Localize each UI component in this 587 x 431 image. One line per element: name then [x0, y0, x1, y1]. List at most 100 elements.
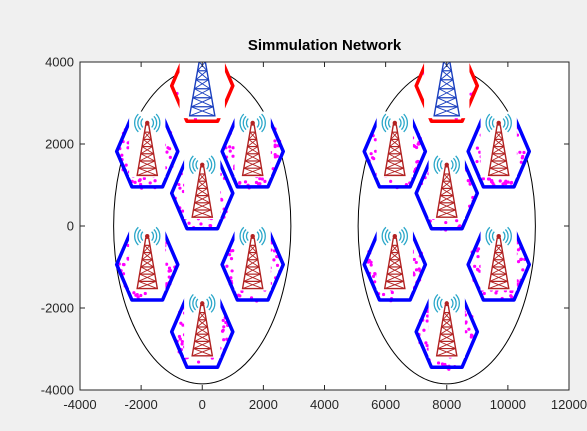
user-point	[135, 292, 139, 297]
tower-brace	[199, 173, 207, 182]
tower-brace	[433, 106, 458, 117]
tower-brace	[242, 167, 262, 176]
tower-brace	[436, 209, 456, 218]
tower-frame	[383, 124, 406, 177]
tower-antenna	[200, 162, 205, 167]
user-point	[519, 160, 523, 164]
signal-wave	[210, 294, 216, 313]
user-point	[373, 149, 378, 153]
user-point	[258, 177, 262, 181]
x-tick-label: -2000	[125, 397, 158, 412]
user-point	[417, 267, 421, 271]
tower-brace	[488, 280, 508, 289]
tower-brace	[437, 97, 458, 108]
user-point	[260, 177, 264, 181]
user-point	[369, 260, 373, 264]
signal-wave	[504, 115, 509, 131]
x-tick-label: 0	[199, 397, 206, 412]
tower-brace	[436, 348, 456, 357]
user-point	[476, 254, 480, 259]
user-point	[273, 153, 277, 157]
tower-frame	[191, 304, 214, 357]
signal-wave	[245, 118, 249, 128]
signal-wave	[388, 118, 391, 128]
user-point	[424, 341, 428, 345]
tower-brace	[194, 79, 209, 90]
tower-brace	[143, 252, 153, 261]
tower-brace	[390, 252, 401, 261]
tower-frame	[188, 62, 216, 117]
tower-frame	[435, 166, 458, 218]
user-point	[167, 266, 172, 270]
tower-brace	[441, 70, 454, 81]
signal-wave	[206, 298, 210, 309]
signal-wave	[189, 294, 194, 313]
tower-brace	[490, 160, 508, 169]
tower-brace	[142, 245, 151, 253]
user-point	[231, 249, 235, 253]
user-point	[425, 314, 430, 318]
signal-wave	[381, 226, 387, 246]
y-tick-label: 2000	[45, 137, 74, 152]
user-point	[187, 221, 191, 225]
signal-wave	[502, 118, 506, 128]
tower-brace	[140, 146, 153, 155]
signal-wave	[242, 229, 247, 244]
user-point	[440, 362, 445, 366]
tower-brace	[136, 167, 157, 176]
user-point	[122, 262, 126, 267]
tower-brace	[435, 97, 457, 108]
tower-brace	[438, 202, 456, 211]
user-point	[481, 177, 486, 181]
user-point	[148, 181, 152, 185]
tower-antenna	[250, 120, 255, 126]
signal-wave	[239, 113, 245, 133]
user-point	[168, 155, 172, 159]
user-point	[504, 182, 508, 186]
signal-wave	[208, 296, 213, 311]
tower-brace	[442, 173, 450, 182]
user-point	[412, 257, 416, 262]
signal-wave	[491, 231, 495, 241]
signal-wave	[455, 155, 460, 175]
tower-brace	[492, 259, 505, 268]
user-point	[482, 291, 486, 296]
user-point	[272, 258, 276, 262]
user-point	[516, 248, 521, 252]
user-point	[516, 260, 521, 264]
signal-wave	[192, 157, 197, 172]
serving-cell-border	[169, 62, 235, 124]
user-point	[414, 260, 418, 265]
signal-wave	[151, 118, 155, 128]
tower-brace	[196, 319, 207, 328]
user-point	[209, 224, 213, 228]
tower-brace	[438, 333, 454, 342]
tower-antenna	[145, 120, 150, 126]
user-point	[373, 138, 378, 142]
user-point	[415, 145, 419, 150]
user-point	[243, 180, 248, 184]
signal-wave	[485, 113, 491, 133]
tower-icon	[480, 111, 517, 178]
user-point	[231, 146, 235, 150]
signal-wave	[403, 113, 408, 133]
user-point	[229, 276, 233, 280]
user-point	[179, 321, 183, 325]
user-point	[469, 333, 474, 337]
tower-brace	[246, 259, 259, 268]
tower-brace	[140, 153, 156, 162]
signal-wave	[452, 157, 457, 172]
user-point	[222, 325, 226, 329]
tower-brace	[388, 153, 403, 162]
tower-brace	[247, 252, 257, 261]
tower-brace	[246, 153, 261, 162]
user-point	[436, 361, 441, 365]
tower-brace	[138, 273, 156, 282]
tower-brace	[195, 79, 211, 90]
tower-brace	[141, 146, 154, 155]
tower-brace	[192, 88, 211, 99]
tower-brace	[493, 259, 506, 268]
tower-brace	[490, 153, 506, 162]
signal-wave	[261, 226, 266, 246]
